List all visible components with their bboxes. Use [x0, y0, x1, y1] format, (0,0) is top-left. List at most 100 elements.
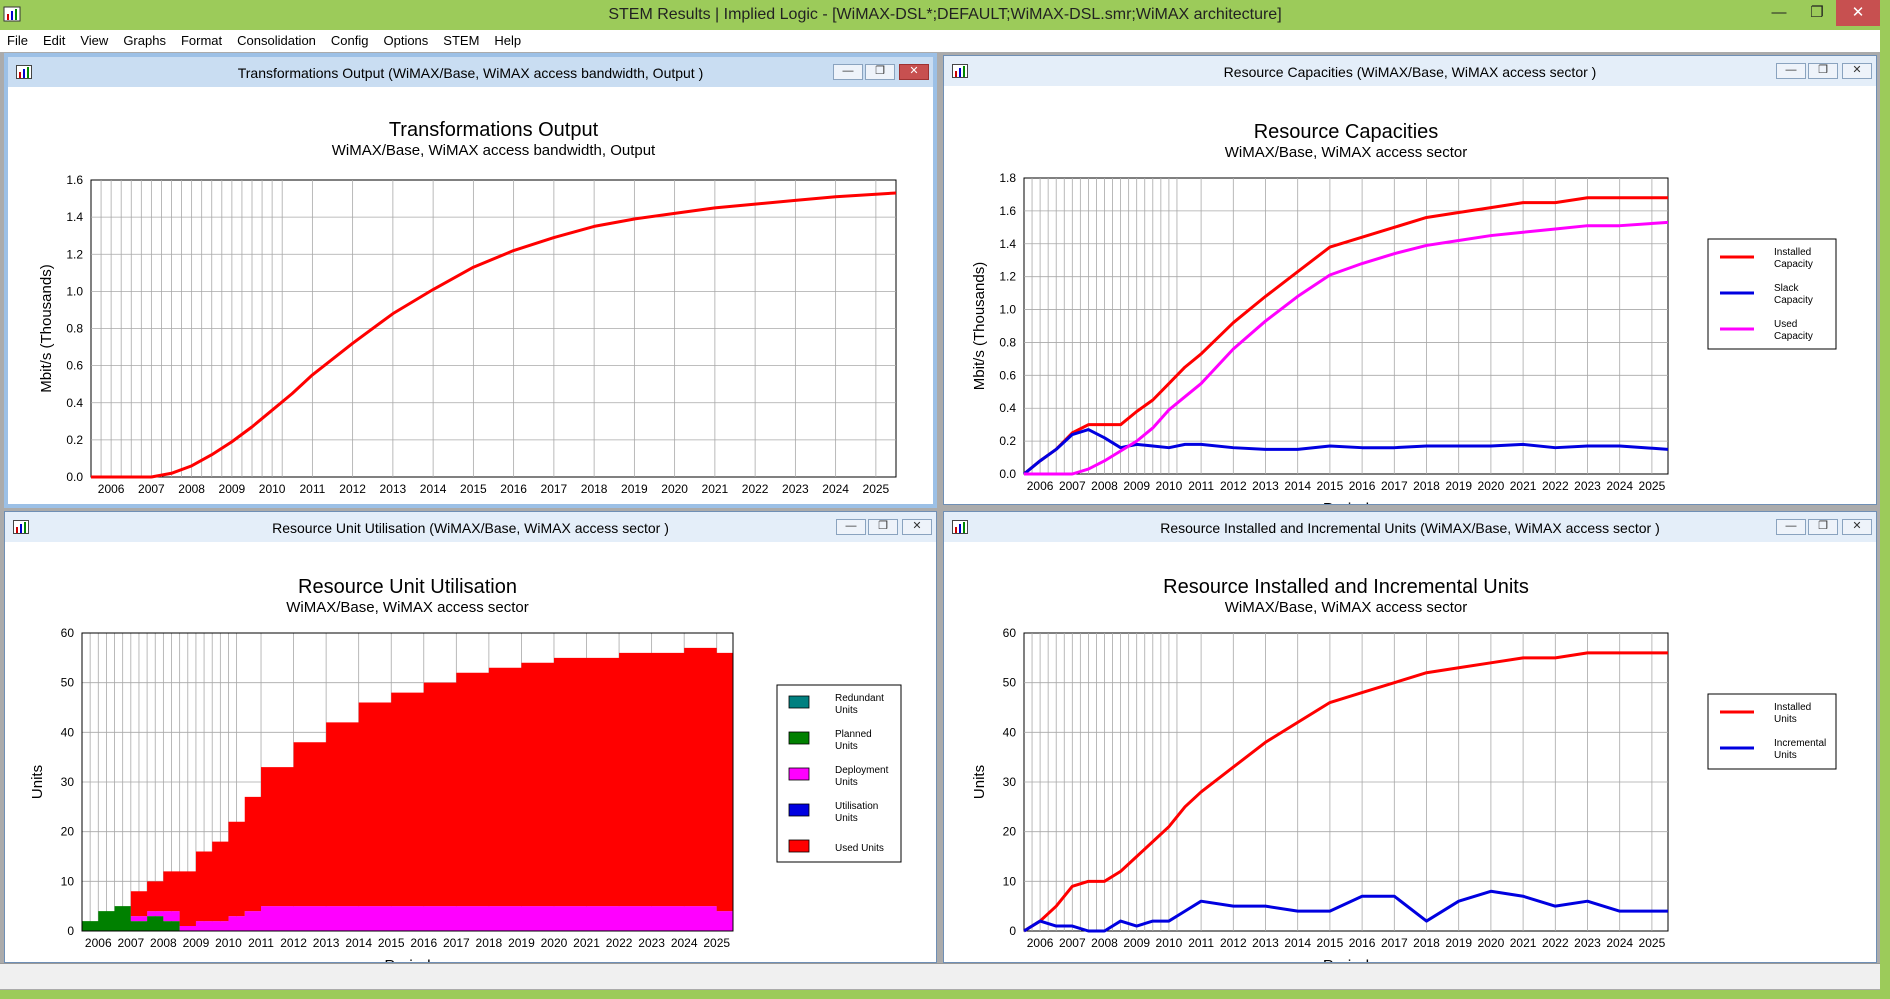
menu-file[interactable]: File	[7, 33, 28, 48]
menu-help[interactable]: Help	[494, 33, 522, 48]
y-tick-label: 0.6	[999, 368, 1016, 382]
close-icon[interactable]: ✕	[1842, 519, 1872, 535]
x-tick-label: 2024	[1606, 936, 1633, 950]
window-title: Resource Capacities (WiMAX/Base, WiMAX a…	[1223, 64, 1597, 80]
x-tick-label: 2019	[508, 936, 535, 950]
x-tick-label: 2018	[581, 482, 608, 496]
legend-label: Capacity	[1774, 295, 1813, 306]
x-tick-label: 2020	[1478, 936, 1505, 950]
resource-installed-incremental-units-window[interactable]: Resource Installed and Incremental Units…	[943, 511, 1877, 963]
x-tick-label: 2024	[1606, 479, 1633, 493]
minimize-icon[interactable]: —	[1776, 519, 1806, 535]
window-caption[interactable]: Resource Installed and Incremental Units…	[944, 512, 1876, 542]
restore-icon[interactable]: ❐	[868, 519, 898, 535]
x-tick-label: 2015	[1317, 479, 1344, 493]
x-tick-label: 2015	[460, 482, 487, 496]
menu-consolidation[interactable]: Consolidation	[237, 33, 316, 48]
area-series-planned	[82, 906, 733, 931]
y-tick-label: 30	[1003, 775, 1017, 789]
y-tick-label: 1.8	[999, 171, 1016, 185]
restore-window-button[interactable]: ❐	[1810, 4, 1824, 21]
y-axis-label: Mbit/s (Thousands)	[38, 264, 55, 392]
y-tick-label: 0.8	[999, 335, 1016, 349]
x-tick-label: 2008	[178, 482, 205, 496]
y-tick-label: 0.6	[66, 359, 83, 373]
minimize-window-button[interactable]: —	[1771, 4, 1787, 21]
x-tick-label: 2006	[98, 482, 125, 496]
y-axis-label: Units	[29, 765, 46, 799]
menu-config[interactable]: Config	[330, 33, 369, 48]
legend-label: Capacity	[1774, 331, 1813, 342]
restore-icon[interactable]: ❐	[1808, 63, 1838, 79]
y-tick-label: 0.2	[999, 434, 1016, 448]
y-tick-label: 1.4	[66, 210, 83, 224]
chart-subtitle: WiMAX/Base, WiMAX access bandwidth, Outp…	[332, 142, 656, 159]
x-tick-label: 2022	[1542, 936, 1569, 950]
minimize-icon[interactable]: —	[1776, 63, 1806, 79]
minimize-icon[interactable]: —	[833, 64, 863, 80]
window-caption[interactable]: Resource Capacities (WiMAX/Base, WiMAX a…	[944, 56, 1876, 86]
legend-label: Used Units	[835, 843, 884, 854]
chart-title: Transformations Output	[389, 119, 599, 141]
x-tick-label: 2018	[1413, 936, 1440, 950]
window-caption[interactable]: Resource Unit Utilisation (WiMAX/Base, W…	[5, 512, 936, 542]
x-tick-label: 2013	[380, 482, 407, 496]
x-tick-label: 2017	[1381, 936, 1408, 950]
app-title-bar: STEM Results | Implied Logic - [WiMAX-DS…	[0, 0, 1890, 30]
menu-options[interactable]: Options	[383, 33, 429, 48]
resource-capacities-window[interactable]: Resource Capacities (WiMAX/Base, WiMAX a…	[943, 55, 1877, 505]
x-tick-label: 2009	[1123, 479, 1150, 493]
x-tick-label: 2006	[85, 936, 112, 950]
y-tick-label: 60	[61, 626, 75, 640]
restore-icon[interactable]: ❐	[1808, 519, 1838, 535]
x-axis-label: Period	[384, 958, 430, 962]
legend-label: Units	[1774, 750, 1797, 761]
transformations-output-window[interactable]: Transformations Output (WiMAX/Base, WiMA…	[4, 53, 937, 508]
x-tick-label: 2013	[1252, 936, 1279, 950]
line-series-output	[91, 191, 897, 479]
line-series-incremental	[1023, 889, 1668, 933]
resource-unit-utilisation-window[interactable]: Resource Unit Utilisation (WiMAX/Base, W…	[4, 511, 937, 963]
window-caption[interactable]: Transformations Output (WiMAX/Base, WiMA…	[8, 57, 933, 87]
x-tick-label: 2015	[1317, 936, 1344, 950]
x-tick-label: 2009	[183, 936, 210, 950]
x-tick-label: 2019	[621, 482, 648, 496]
menu-graphs[interactable]: Graphs	[123, 33, 166, 48]
y-tick-label: 1.6	[66, 173, 83, 187]
x-tick-label: 2012	[280, 936, 307, 950]
x-tick-label: 2024	[671, 936, 698, 950]
menu-edit[interactable]: Edit	[42, 33, 66, 48]
x-tick-label: 2007	[117, 936, 144, 950]
close-icon[interactable]: ✕	[899, 64, 929, 80]
menu-view[interactable]: View	[80, 33, 109, 48]
x-tick-label: 2006	[1027, 936, 1054, 950]
close-icon[interactable]: ✕	[1842, 63, 1872, 79]
x-tick-label: 2024	[822, 482, 849, 496]
status-bar	[0, 963, 1880, 989]
chart-title: Resource Installed and Incremental Units	[1163, 576, 1529, 598]
x-tick-label: 2021	[573, 936, 600, 950]
close-window-button[interactable]: ✕	[1836, 0, 1880, 26]
close-icon[interactable]: ✕	[902, 519, 932, 535]
x-tick-label: 2012	[1220, 479, 1247, 493]
y-axis-label: Mbit/s (Thousands)	[971, 262, 988, 390]
x-tick-label: 2015	[378, 936, 405, 950]
menu-format[interactable]: Format	[180, 33, 223, 48]
y-axis-label: Units	[971, 765, 988, 799]
x-tick-label: 2018	[476, 936, 503, 950]
app-chart-icon	[3, 6, 21, 22]
minimize-icon[interactable]: —	[836, 519, 866, 535]
menu-stem[interactable]: STEM	[443, 33, 480, 48]
x-axis-label: Period	[1323, 958, 1369, 962]
x-tick-label: 2012	[339, 482, 366, 496]
y-tick-label: 0	[67, 924, 74, 938]
y-tick-label: 20	[1003, 825, 1017, 839]
x-tick-label: 2009	[219, 482, 246, 496]
x-tick-label: 2020	[1478, 479, 1505, 493]
y-tick-label: 10	[1003, 874, 1017, 888]
restore-icon[interactable]: ❐	[865, 64, 895, 80]
legend-box	[1707, 693, 1837, 770]
legend-swatch	[788, 731, 810, 745]
x-tick-label: 2013	[1252, 479, 1279, 493]
